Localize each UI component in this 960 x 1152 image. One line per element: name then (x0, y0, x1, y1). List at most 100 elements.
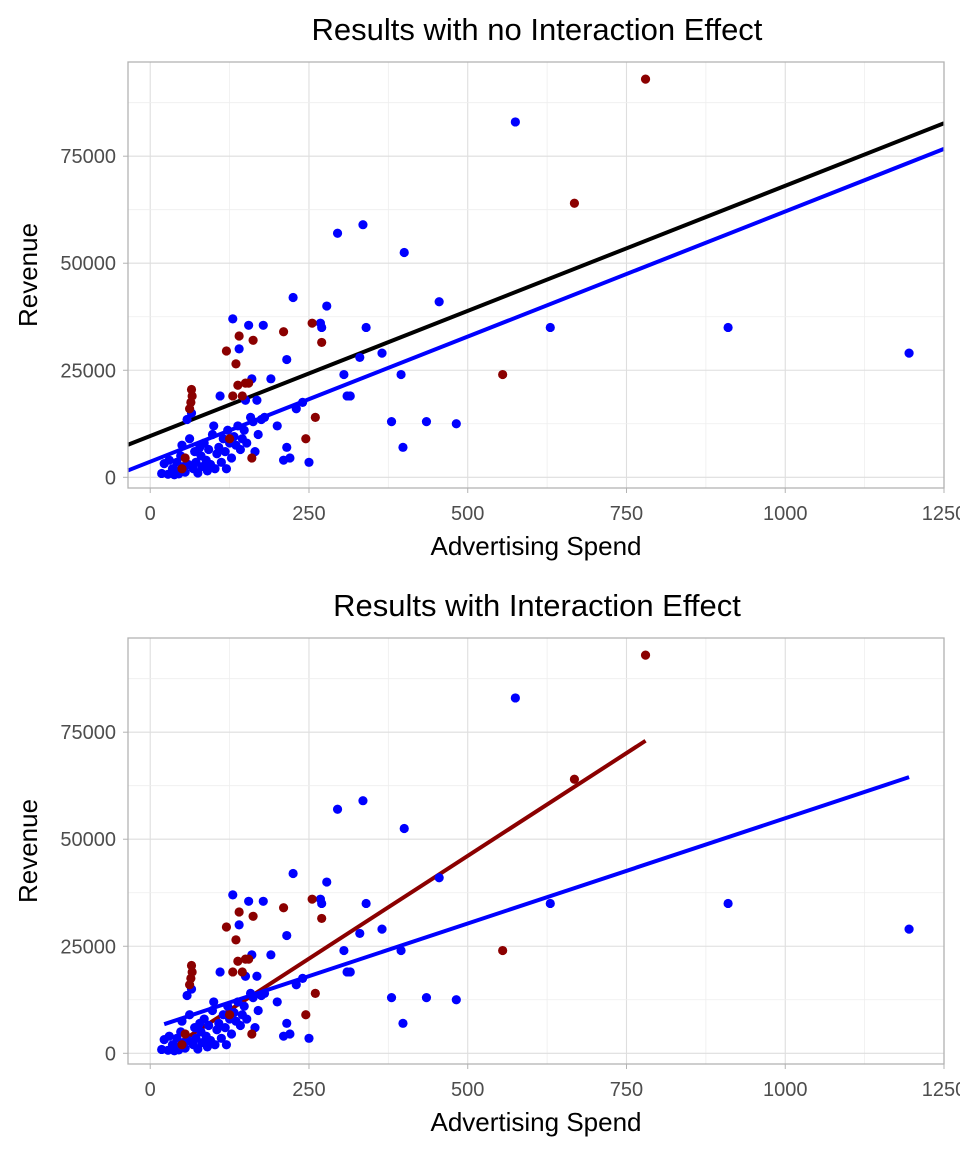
data-point-blue (221, 1040, 232, 1050)
data-point-red (187, 967, 197, 977)
data-point-red (221, 922, 232, 932)
data-point-red (307, 894, 317, 904)
data-point-blue (193, 468, 203, 478)
data-point-blue (272, 421, 282, 431)
data-point-red (231, 935, 241, 945)
data-point-blue (332, 804, 343, 814)
data-point-blue (207, 1005, 218, 1016)
data-point-blue (322, 877, 332, 887)
data-point-red (307, 318, 317, 328)
plot-frame (127, 61, 945, 489)
data-point-blue (298, 397, 308, 407)
y-axis-title: Revenue (13, 223, 43, 327)
x-tick-label: 1000 (763, 503, 808, 525)
data-point-blue (398, 1018, 408, 1028)
data-point-blue (399, 247, 409, 258)
data-point-blue (234, 920, 244, 930)
data-point-blue (434, 297, 444, 307)
data-point-red (177, 464, 187, 474)
x-tick-label: 500 (451, 1079, 484, 1101)
data-point-red (247, 453, 257, 463)
data-point-blue (252, 395, 262, 405)
plot-frame (127, 637, 945, 1065)
y-tick-label: 50000 (60, 253, 116, 275)
data-point-red (498, 369, 508, 380)
data-point-blue (282, 930, 292, 941)
data-point-blue (226, 453, 237, 463)
data-point-blue (209, 997, 219, 1007)
data-point-red (278, 327, 289, 337)
data-point-blue (221, 464, 232, 474)
data-point-blue (204, 444, 214, 455)
panel-no-interaction: Results with no Interaction Effect 0 250 5… (13, 12, 960, 561)
data-point-blue (345, 391, 355, 401)
data-point-red (248, 911, 258, 921)
data-point-red (301, 434, 311, 444)
data-point-red (228, 391, 238, 401)
data-point-blue (377, 348, 387, 358)
data-point-red (180, 1029, 190, 1039)
x-tick-label: 0 (145, 1079, 156, 1101)
data-point-blue (177, 440, 187, 450)
y-tick-label: 75000 (60, 146, 116, 168)
data-point-blue (282, 1018, 292, 1028)
data-point-blue (204, 1020, 214, 1031)
data-point-blue (298, 973, 308, 983)
data-point-red (231, 359, 241, 369)
data-point-blue (177, 1016, 187, 1026)
data-point-blue (510, 693, 520, 703)
data-point-blue (398, 442, 408, 452)
data-point-red (221, 346, 232, 356)
data-point-blue (253, 429, 263, 440)
x-tick-label: 750 (610, 503, 643, 525)
y-tick-label: 50000 (60, 829, 116, 851)
data-point-blue (358, 796, 368, 806)
data-point-blue (242, 1014, 252, 1024)
x-tick-label: 0 (145, 503, 156, 525)
data-point-blue (545, 322, 555, 333)
x-tick-label: 1000 (763, 1079, 808, 1101)
data-point-blue (285, 453, 295, 463)
data-point-blue (304, 1033, 314, 1043)
panel-with-interaction: Results with Interaction Effect 0 250 500 7… (13, 588, 960, 1137)
data-point-blue (339, 945, 349, 956)
data-point-blue (226, 1029, 237, 1039)
data-point-blue (215, 391, 225, 401)
data-point-blue (285, 1029, 295, 1039)
data-point-blue (396, 945, 406, 956)
data-point-red (640, 650, 651, 660)
data-point-blue (244, 896, 254, 906)
data-point-blue (345, 967, 355, 977)
x-tick-label: 250 (292, 1079, 325, 1101)
data-point-blue (291, 404, 301, 414)
data-point-red (237, 391, 247, 401)
x-tick-label: 750 (610, 1079, 643, 1101)
data-point-blue (361, 898, 371, 909)
x-tick-label: 500 (451, 503, 484, 525)
data-point-blue (339, 369, 349, 380)
data-point-blue (244, 320, 254, 330)
data-point-red (244, 954, 254, 964)
data-point-blue (288, 292, 298, 303)
data-point-blue (220, 447, 230, 457)
chart-title: Results with Interaction Effect (333, 588, 741, 623)
data-point-blue (399, 823, 409, 834)
data-point-blue (396, 369, 406, 380)
data-point-red (180, 453, 190, 463)
data-point-blue (355, 352, 365, 363)
data-point-blue (164, 455, 174, 465)
y-tick-label: 0 (105, 1043, 116, 1065)
data-point-blue (266, 374, 276, 384)
data-point-blue (258, 320, 268, 330)
data-point-blue (355, 928, 365, 939)
y-axis-title: Revenue (13, 799, 43, 903)
data-point-blue (904, 924, 914, 934)
data-point-red (233, 380, 243, 390)
data-point-red (310, 988, 320, 998)
data-point-blue (282, 354, 292, 365)
data-point-blue (210, 1040, 220, 1050)
data-point-blue (182, 414, 192, 425)
data-point-blue (216, 457, 226, 467)
data-point-blue (266, 950, 276, 960)
